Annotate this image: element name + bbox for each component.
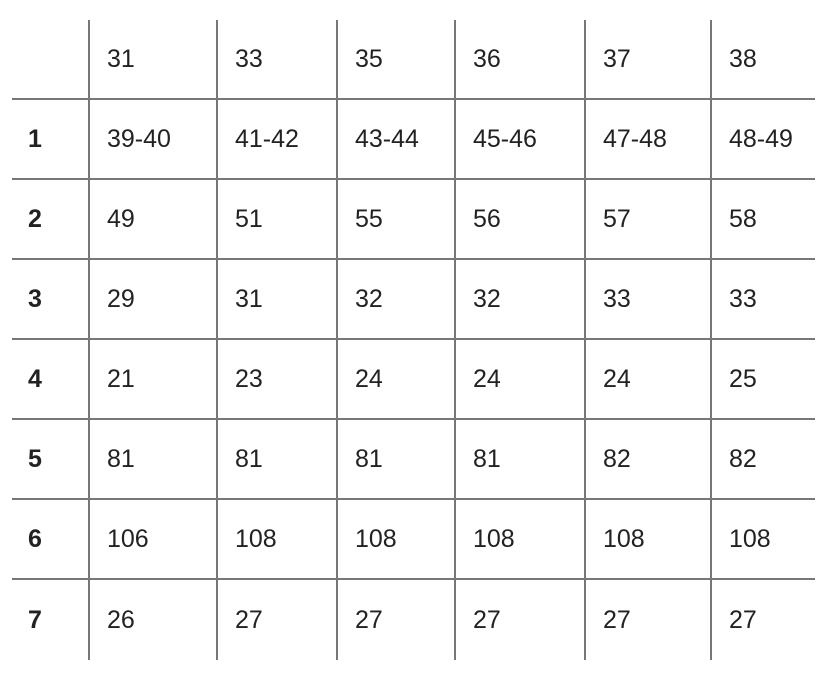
row-label-cell: 1	[12, 98, 89, 179]
table-cell: 108	[454, 498, 585, 579]
table-cell: 108	[584, 498, 711, 579]
table-row: 1 39-40 41-42 43-44 45-46 47-48 48-49	[12, 98, 815, 179]
table-cell: 108	[710, 498, 815, 579]
table-cell: 27	[454, 578, 585, 660]
row-label-cell: 2	[12, 178, 89, 259]
table-row: 7 26 27 27 27 27 27	[12, 578, 815, 660]
table-cell: 31	[216, 258, 337, 339]
table-cell: 56	[454, 178, 585, 259]
table-cell: 32	[336, 258, 455, 339]
table-cell: 41-42	[216, 98, 337, 179]
table-cell: 39-40	[88, 98, 217, 179]
header-cell: 33	[216, 20, 337, 99]
table-cell: 24	[336, 338, 455, 419]
header-cell: 38	[710, 20, 815, 99]
table-cell: 81	[216, 418, 337, 499]
table-cell: 29	[88, 258, 217, 339]
table-cell: 82	[584, 418, 711, 499]
header-row: 31 33 35 36 37 38	[12, 20, 815, 99]
table-cell: 81	[336, 418, 455, 499]
table-cell: 81	[88, 418, 217, 499]
table-row: 3 29 31 32 32 33 33	[12, 258, 815, 339]
table-cell: 47-48	[584, 98, 711, 179]
header-cell: 37	[584, 20, 711, 99]
table-cell: 24	[454, 338, 585, 419]
table-cell: 51	[216, 178, 337, 259]
table-cell: 24	[584, 338, 711, 419]
table-cell: 27	[710, 578, 815, 660]
table-row: 2 49 51 55 56 57 58	[12, 178, 815, 259]
table-cell: 49	[88, 178, 217, 259]
table-cell: 45-46	[454, 98, 585, 179]
table-cell: 27	[216, 578, 337, 660]
table-row: 4 21 23 24 24 24 25	[12, 338, 815, 419]
table-cell: 82	[710, 418, 815, 499]
table-cell: 26	[88, 578, 217, 660]
table-cell: 33	[710, 258, 815, 339]
table-cell: 25	[710, 338, 815, 419]
table-row: 6 106 108 108 108 108 108	[12, 498, 815, 579]
table-cell: 55	[336, 178, 455, 259]
header-cell: 35	[336, 20, 455, 99]
row-label-cell: 7	[12, 578, 89, 660]
header-cell: 31	[88, 20, 217, 99]
row-label-cell: 3	[12, 258, 89, 339]
table-cell: 23	[216, 338, 337, 419]
table-cell: 108	[336, 498, 455, 579]
table-cell: 57	[584, 178, 711, 259]
row-label-cell	[12, 20, 89, 99]
table-cell: 27	[584, 578, 711, 660]
table-cell: 33	[584, 258, 711, 339]
table-cell: 43-44	[336, 98, 455, 179]
table-row: 5 81 81 81 81 82 82	[12, 418, 815, 499]
table-cell: 108	[216, 498, 337, 579]
row-label-cell: 5	[12, 418, 89, 499]
table-cell: 106	[88, 498, 217, 579]
table-cell: 32	[454, 258, 585, 339]
table-cell: 58	[710, 178, 815, 259]
row-label-cell: 6	[12, 498, 89, 579]
header-cell: 36	[454, 20, 585, 99]
row-label-cell: 4	[12, 338, 89, 419]
table-cell: 81	[454, 418, 585, 499]
size-table: 31 33 35 36 37 38 1 39-40 41-42 43-44 45-46 47-48 48…	[12, 20, 815, 660]
table-cell: 21	[88, 338, 217, 419]
table-cell: 27	[336, 578, 455, 660]
table-cell: 48-49	[710, 98, 815, 179]
